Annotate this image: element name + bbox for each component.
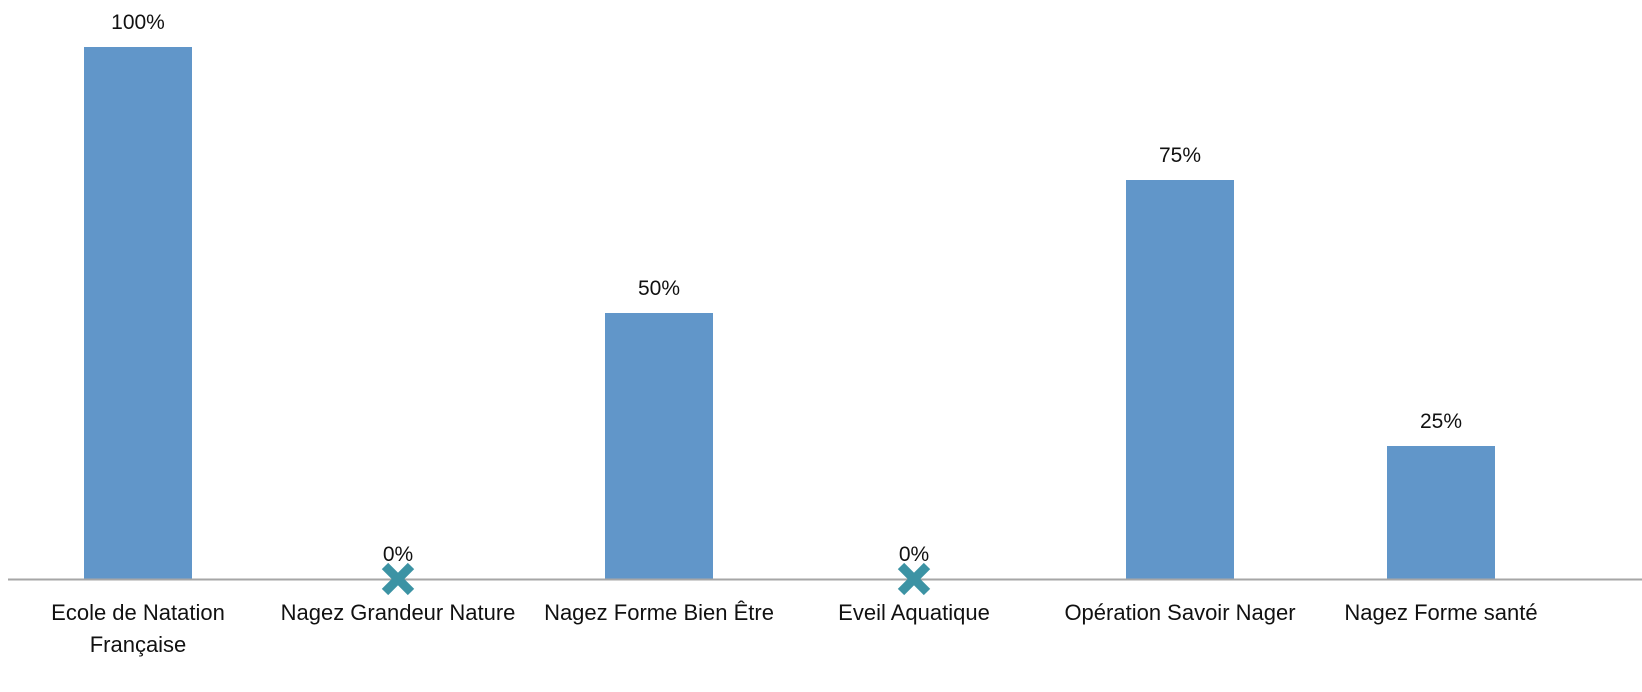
- x-tick-label: Eveil Aquatique: [838, 600, 990, 625]
- x-tick-label: Ecole de Natation Française: [51, 600, 225, 657]
- zero-marker-stroke: [897, 562, 931, 596]
- data-label: 0%: [899, 543, 929, 566]
- bar: [605, 313, 713, 579]
- x-tick-label-line: Eveil Aquatique: [838, 600, 990, 625]
- zero-marker: [381, 562, 415, 596]
- zero-marker-stroke: [381, 562, 415, 596]
- data-label: 0%: [383, 543, 413, 566]
- x-tick-label-line: Nagez Grandeur Nature: [281, 600, 516, 625]
- bar: [1126, 180, 1234, 579]
- x-tick-label: Opération Savoir Nager: [1064, 600, 1295, 625]
- bar: [84, 47, 192, 579]
- data-label: 100%: [111, 11, 165, 34]
- zero-marker: [897, 562, 931, 596]
- data-label: 25%: [1420, 410, 1462, 433]
- x-tick-label-line: Nagez Forme santé: [1344, 600, 1537, 625]
- x-tick-label-line: Française: [90, 632, 187, 657]
- bar: [1387, 446, 1495, 579]
- x-tick-label: Nagez Forme santé: [1344, 600, 1537, 625]
- x-tick-label: Nagez Forme Bien Être: [544, 600, 774, 625]
- x-tick-label-line: Nagez Forme Bien Être: [544, 600, 774, 625]
- x-tick-label-line: Opération Savoir Nager: [1064, 600, 1295, 625]
- x-tick-label: Nagez Grandeur Nature: [281, 600, 516, 625]
- data-label: 50%: [638, 277, 680, 300]
- x-tick-label-line: Ecole de Natation: [51, 600, 225, 625]
- data-label: 75%: [1159, 144, 1201, 167]
